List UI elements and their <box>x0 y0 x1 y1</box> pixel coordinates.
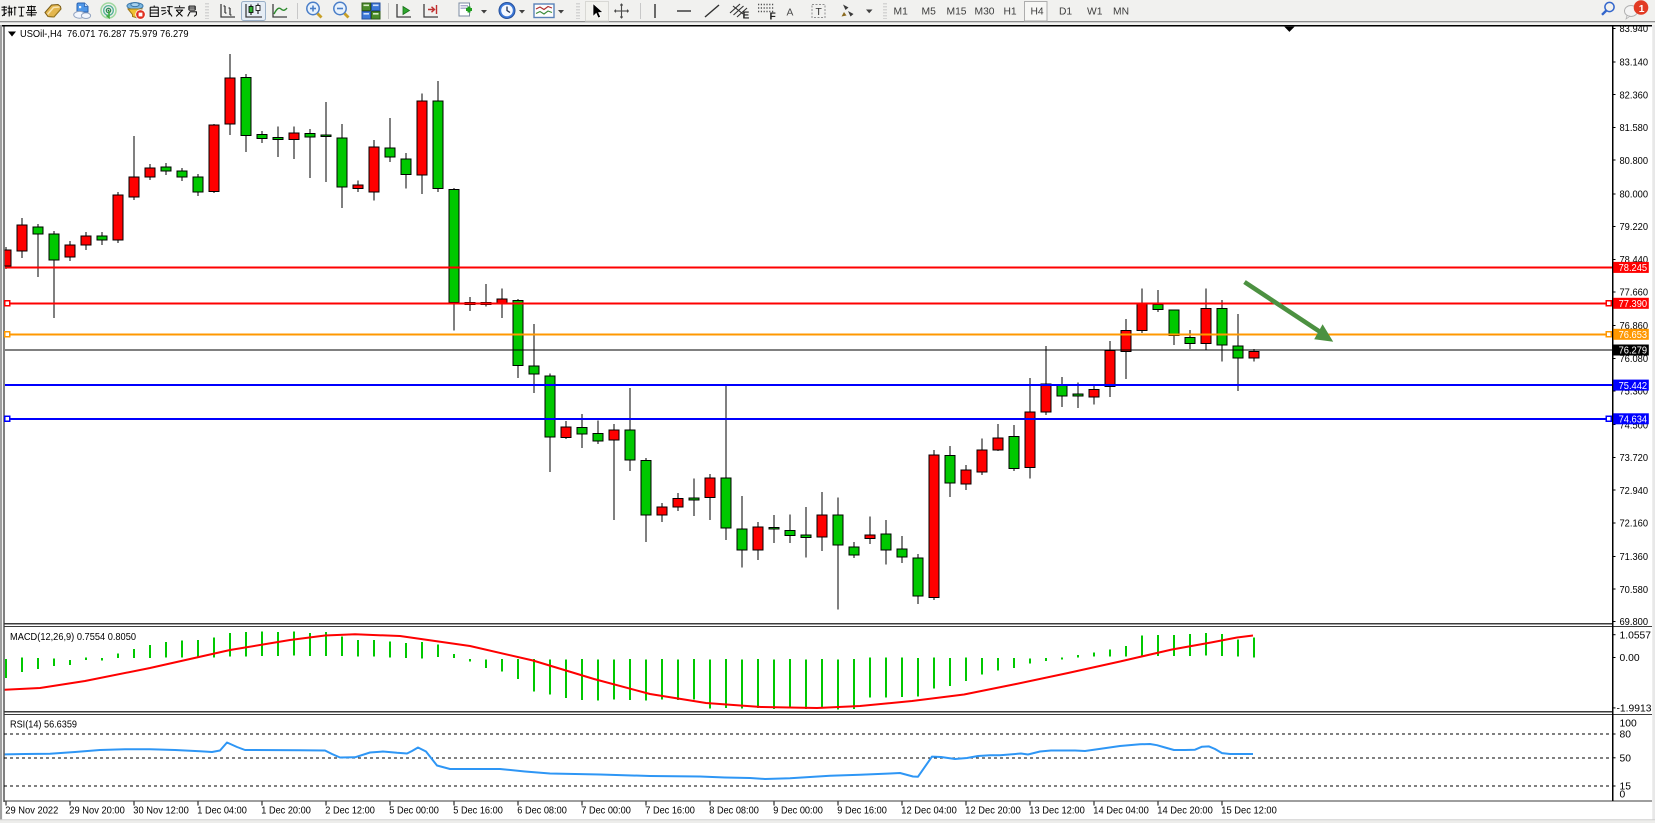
svg-text:1.0557: 1.0557 <box>1620 630 1652 641</box>
svg-text:80: 80 <box>1620 730 1632 741</box>
svg-text:9 Dec 00:00: 9 Dec 00:00 <box>773 806 823 817</box>
svg-text:70.580: 70.580 <box>1620 585 1649 596</box>
svg-text:M30: M30 <box>975 7 995 18</box>
svg-text:14 Dec 20:00: 14 Dec 20:00 <box>1157 806 1213 817</box>
svg-text:5 Dec 16:00: 5 Dec 16:00 <box>453 806 503 817</box>
svg-text:72.940: 72.940 <box>1620 486 1649 497</box>
svg-text:77.660: 77.660 <box>1620 288 1649 299</box>
svg-text:7 Dec 00:00: 7 Dec 00:00 <box>581 806 631 817</box>
svg-text:1: 1 <box>1639 4 1645 15</box>
svg-text:M1: M1 <box>894 7 909 18</box>
svg-text:77.390: 77.390 <box>1619 299 1648 310</box>
svg-text:29 Nov 2022: 29 Nov 2022 <box>5 806 58 817</box>
svg-text:81.580: 81.580 <box>1620 123 1649 134</box>
svg-text:-1.9913: -1.9913 <box>1617 704 1652 715</box>
svg-text:83.140: 83.140 <box>1620 58 1649 69</box>
svg-text:RSI(14) 56.6359: RSI(14) 56.6359 <box>10 719 77 730</box>
svg-text:2 Dec 12:00: 2 Dec 12:00 <box>325 806 375 817</box>
svg-text:30 Nov 12:00: 30 Nov 12:00 <box>133 806 189 817</box>
svg-text:6 Dec 08:00: 6 Dec 08:00 <box>517 806 567 817</box>
svg-text:D1: D1 <box>1059 7 1072 18</box>
svg-text:72.160: 72.160 <box>1620 519 1649 530</box>
svg-text:78.245: 78.245 <box>1619 263 1648 274</box>
svg-text:78.440: 78.440 <box>1620 255 1649 266</box>
svg-text:80.800: 80.800 <box>1620 156 1649 167</box>
svg-text:69.800: 69.800 <box>1620 617 1649 628</box>
svg-text:MN: MN <box>1113 7 1129 18</box>
svg-text:76.860: 76.860 <box>1620 321 1649 332</box>
svg-text:75.442: 75.442 <box>1619 381 1648 392</box>
svg-text:100: 100 <box>1620 719 1637 730</box>
svg-text:W1: W1 <box>1087 7 1103 18</box>
svg-text:12 Dec 04:00: 12 Dec 04:00 <box>901 806 957 817</box>
svg-text:71.360: 71.360 <box>1620 552 1649 563</box>
svg-text:M15: M15 <box>947 7 967 18</box>
svg-text:1 Dec 04:00: 1 Dec 04:00 <box>197 806 247 817</box>
svg-text:9 Dec 16:00: 9 Dec 16:00 <box>837 806 887 817</box>
svg-text:T: T <box>816 7 823 18</box>
svg-text:74.634: 74.634 <box>1619 415 1648 426</box>
svg-text:15 Dec 12:00: 15 Dec 12:00 <box>1221 806 1277 817</box>
svg-text:F: F <box>770 12 776 23</box>
svg-text:29 Nov 20:00: 29 Nov 20:00 <box>69 806 125 817</box>
svg-text:50: 50 <box>1620 753 1632 764</box>
svg-text:A: A <box>787 8 794 19</box>
svg-text:12 Dec 20:00: 12 Dec 20:00 <box>965 806 1021 817</box>
svg-text:8 Dec 08:00: 8 Dec 08:00 <box>709 806 759 817</box>
svg-text:80.000: 80.000 <box>1620 189 1649 200</box>
svg-text:73.720: 73.720 <box>1620 453 1649 464</box>
svg-text:1 Dec 20:00: 1 Dec 20:00 <box>261 806 311 817</box>
svg-text:76.279: 76.279 <box>1619 346 1648 357</box>
svg-text:5 Dec 00:00: 5 Dec 00:00 <box>389 806 439 817</box>
svg-text:H1: H1 <box>1004 7 1017 18</box>
svg-text:83.940: 83.940 <box>1620 24 1649 35</box>
svg-text:H4: H4 <box>1031 7 1044 18</box>
svg-text:USOil-,H4 76.071 76.287 75.97: USOil-,H4 76.071 76.287 75.979 76.279 <box>20 29 189 40</box>
svg-text:MACD(12,26,9) 0.7554 0.8050: MACD(12,26,9) 0.7554 0.8050 <box>10 632 136 643</box>
svg-text:E: E <box>743 11 750 22</box>
svg-text:7 Dec 16:00: 7 Dec 16:00 <box>645 806 695 817</box>
svg-text:M5: M5 <box>922 7 937 18</box>
svg-text:82.360: 82.360 <box>1620 90 1649 101</box>
svg-text:74.500: 74.500 <box>1620 420 1649 431</box>
svg-text:0: 0 <box>1620 789 1626 800</box>
svg-text:0.00: 0.00 <box>1620 653 1640 664</box>
svg-text:76.080: 76.080 <box>1620 354 1649 365</box>
svg-text:15: 15 <box>1620 782 1632 793</box>
svg-text:13 Dec 12:00: 13 Dec 12:00 <box>1029 806 1085 817</box>
svg-text:76.653: 76.653 <box>1619 330 1648 341</box>
svg-text:79.220: 79.220 <box>1620 222 1649 233</box>
svg-text:14 Dec 04:00: 14 Dec 04:00 <box>1093 806 1149 817</box>
svg-text:75.300: 75.300 <box>1620 387 1649 398</box>
